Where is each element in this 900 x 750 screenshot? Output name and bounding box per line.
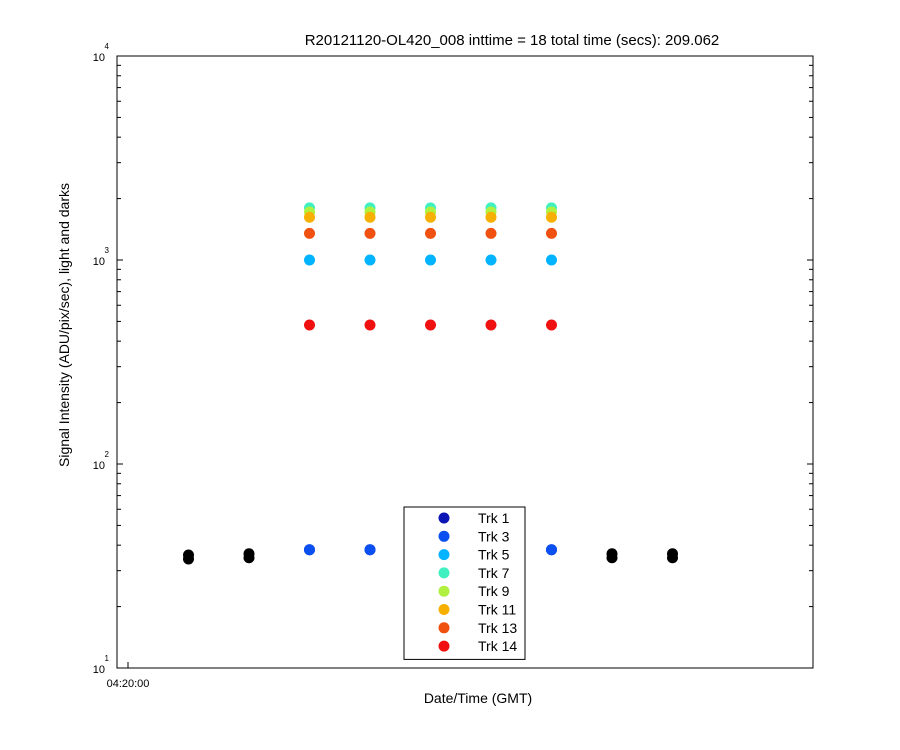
dark-point <box>183 553 194 565</box>
data-point <box>364 254 376 266</box>
data-point <box>425 254 436 266</box>
legend-marker <box>438 604 450 615</box>
data-point <box>364 319 376 331</box>
y-tick-label: 10 <box>93 664 105 676</box>
dark-point <box>243 552 255 564</box>
data-point <box>364 544 376 556</box>
data-point <box>546 544 557 556</box>
data-point <box>485 254 497 266</box>
legend-label: Trk 9 <box>478 583 510 599</box>
legend-marker <box>438 549 450 561</box>
data-point <box>304 319 315 331</box>
legend-label: Trk 14 <box>478 638 517 654</box>
data-point <box>304 544 315 556</box>
legend-label: Trk 1 <box>478 510 510 526</box>
y-tick-exponent: 1 <box>105 654 110 663</box>
legend-box <box>403 506 526 660</box>
data-point <box>546 254 557 266</box>
y-tick-exponent: 4 <box>105 42 110 51</box>
legend-label: Trk 13 <box>478 620 517 636</box>
legend-label: Trk 11 <box>478 602 516 618</box>
legend-label: Trk 3 <box>478 528 510 544</box>
chart-title: R20121120-OL420_008 inttime = 18 total t… <box>304 32 720 49</box>
legend-marker <box>438 567 450 579</box>
x-axis-label: Date/Time (GMT) <box>423 690 533 706</box>
legend-marker <box>438 585 450 597</box>
data-point <box>304 211 315 223</box>
data-point <box>485 227 497 239</box>
data-point <box>485 211 497 223</box>
legend-label: Trk 7 <box>478 565 510 581</box>
legend-marker <box>438 622 450 634</box>
data-point <box>425 319 436 331</box>
y-tick-label: 10 <box>93 52 105 64</box>
data-point <box>546 319 557 331</box>
data-point <box>485 319 497 331</box>
y-tick-exponent: 2 <box>105 450 110 459</box>
x-tick-label: 04:20:00 <box>107 678 150 690</box>
legend-marker <box>438 530 450 542</box>
data-point <box>364 227 376 239</box>
data-point <box>364 211 376 223</box>
dark-point <box>667 552 678 564</box>
y-tick-label: 10 <box>93 460 105 472</box>
data-point <box>425 227 436 239</box>
data-point <box>304 254 315 266</box>
y-tick-label: 10 <box>93 256 105 268</box>
legend-marker <box>438 512 450 524</box>
dark-point <box>606 552 618 564</box>
legend-marker <box>438 640 450 652</box>
legend-label: Trk 5 <box>478 547 510 563</box>
data-point <box>546 211 557 223</box>
data-point <box>546 227 557 239</box>
data-point <box>304 227 315 239</box>
data-point <box>425 211 436 223</box>
y-tick-exponent: 3 <box>105 246 110 255</box>
